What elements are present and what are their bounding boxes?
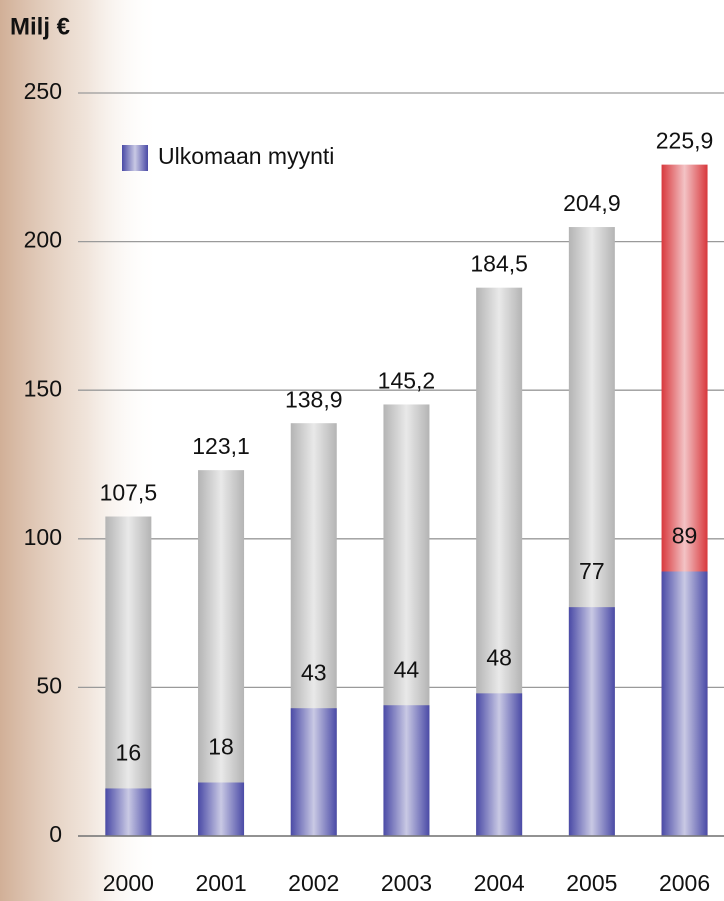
bar xyxy=(198,782,245,836)
x-tick-label: 2005 xyxy=(566,870,617,896)
data-label: 204,9 xyxy=(563,190,621,216)
data-label: 43 xyxy=(301,659,327,685)
bar xyxy=(661,571,708,836)
data-label: 48 xyxy=(486,644,512,670)
y-tick-label: 200 xyxy=(24,227,62,253)
x-tick-label: 2004 xyxy=(474,870,525,896)
legend-label: Ulkomaan myynti xyxy=(158,143,334,169)
data-label: 89 xyxy=(672,523,698,549)
data-label: 123,1 xyxy=(192,433,250,459)
x-tick-label: 2001 xyxy=(195,870,246,896)
x-tick-label: 2006 xyxy=(659,870,710,896)
bar xyxy=(105,788,152,836)
bar xyxy=(383,705,430,836)
bar xyxy=(105,516,152,836)
data-label: 145,2 xyxy=(378,368,436,394)
data-label: 77 xyxy=(579,558,605,584)
chart-title: Milj € xyxy=(10,13,70,40)
data-label: 18 xyxy=(208,734,234,760)
data-label: 138,9 xyxy=(285,386,343,412)
data-label: 225,9 xyxy=(656,128,714,154)
bar xyxy=(290,708,337,836)
y-tick-label: 250 xyxy=(24,78,62,104)
bar xyxy=(568,607,615,836)
x-tick-label: 2003 xyxy=(381,870,432,896)
data-label: 16 xyxy=(116,740,142,766)
x-tick-label: 2002 xyxy=(288,870,339,896)
y-tick-label: 50 xyxy=(36,672,62,698)
data-label: 107,5 xyxy=(100,480,158,506)
data-label: 184,5 xyxy=(470,251,528,277)
y-tick-label: 0 xyxy=(49,821,62,847)
data-label: 44 xyxy=(394,656,420,682)
y-tick-label: 150 xyxy=(24,375,62,401)
x-tick-label: 2000 xyxy=(103,870,154,896)
legend-swatch xyxy=(122,145,148,171)
bar xyxy=(476,693,523,836)
y-tick-label: 100 xyxy=(24,524,62,550)
bar xyxy=(198,470,245,836)
